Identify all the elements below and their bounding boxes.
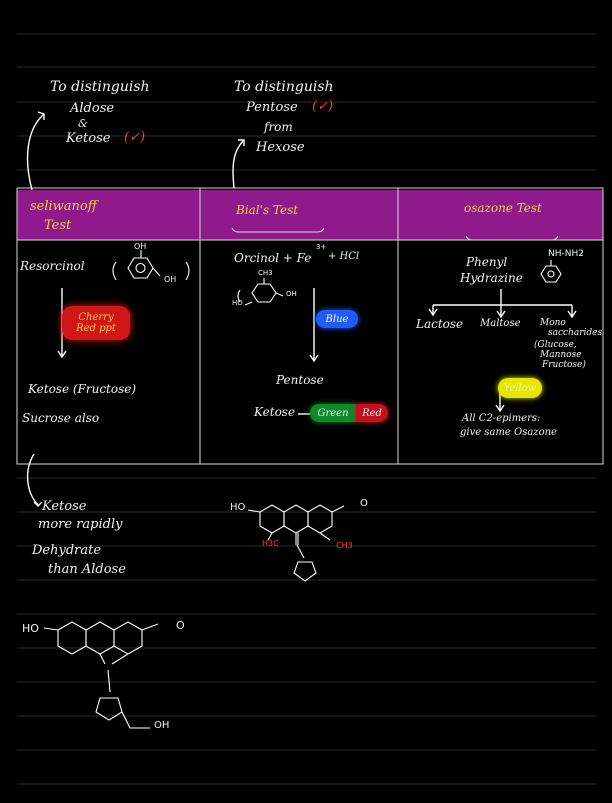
bottom-more-rapidly: more rapidly [38,517,123,532]
col1-oh-top: OH [134,242,147,251]
col2-pentose: Pentose [276,373,324,387]
col2-oh: OH [286,290,297,298]
bottom-ketose: Ketose [42,499,87,514]
col3-fructose: Fructose) [542,360,586,370]
struct2-ho: HO [22,622,39,635]
struct2-o: O [176,619,185,632]
check-mark-2: (✓) [312,99,334,114]
col2-reagent: Orcinol + Fe [234,251,312,265]
col3-mono: Mono [540,318,566,328]
aldose-note-heading: To distinguish [50,79,150,95]
green-result: Green [310,404,356,422]
header-seliwanoff-test: Test [44,218,72,233]
pentose-note-heading: To distinguish [234,79,334,95]
col2-ketose: Ketose [254,405,296,419]
col3-glucose: (Glucose, [534,340,577,350]
cherry-red-line1: Cherry [78,312,114,323]
col1-reagent: Resorcinol [20,259,85,273]
blue-result: Blue [316,310,358,328]
col2-ch3: CH3 [258,269,273,277]
cherry-red-result: Cherry Red ppt [62,306,130,340]
check-mark-1: (✓) [124,130,146,145]
col2-hcl: + HCl [328,251,360,262]
pentose-note-pentose: Pentose [246,100,298,115]
header-osazone-test: osazone Test [464,201,542,215]
col1-oh-side: OH [164,275,177,284]
col1-sucrose-also: Sucrose also [22,411,100,425]
header-bials-test: Bial's Test [236,203,299,217]
col2-ho: HO [232,299,243,307]
struct1-ch3: CH3 [336,541,353,550]
red-result: Red [356,404,388,422]
col3-all-epimers: All C2-epimers: [462,413,541,424]
struct1-h3c: H3C [262,539,279,548]
col3-hydrazine: Hydrazine [460,271,523,285]
col3-lactose: Lactose [416,317,464,331]
col3-nhnh2: NH-NH2 [548,249,584,259]
header-seliwanoff: seliwanoff [30,199,97,214]
col3-phenyl: Phenyl [466,255,508,269]
pentose-note-hexose: Hexose [256,140,305,155]
col2-charge: 3+ [316,243,327,251]
bottom-than-aldose: than Aldose [48,562,126,577]
struct1-ho: HO [230,502,246,513]
col3-mannose: Mannose [540,350,582,360]
bottom-dehydrate: Dehydrate [32,543,102,558]
aldose-note-aldose: Aldose [70,101,115,116]
yellow-result: Yellow [498,378,542,398]
aldose-note-amp: & [78,117,88,130]
col3-maltose: Maltose [480,318,521,329]
col1-ketose-fructose: Ketose (Fructose) [28,382,137,396]
col3-saccharides: saccharides [548,328,603,338]
col3-same-osazone: give same Osazone [460,427,557,438]
pentose-note-from: from [264,120,293,134]
struct2-oh: OH [154,720,170,731]
aldose-note-ketose: Ketose [66,131,111,146]
cherry-red-line2: Red ppt [76,323,116,334]
struct1-o: O [360,498,368,509]
